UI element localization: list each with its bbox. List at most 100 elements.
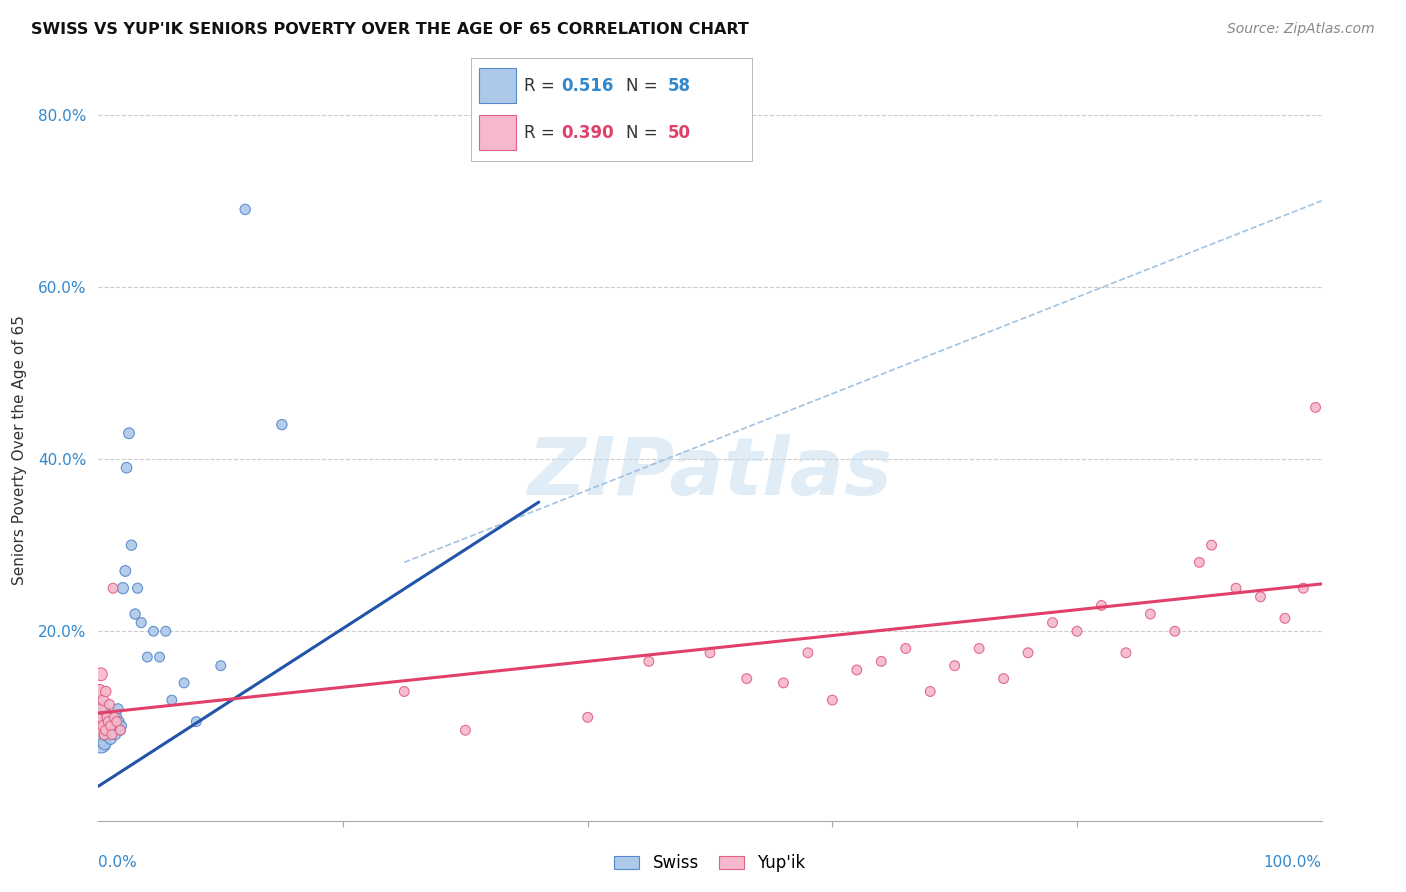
Point <box>101 727 124 741</box>
Point <box>1066 624 1088 639</box>
Point <box>91 719 114 733</box>
Point <box>1249 590 1271 604</box>
Text: 0.390: 0.390 <box>561 124 613 142</box>
Point <box>149 650 172 665</box>
Point <box>96 714 118 729</box>
Point <box>1305 401 1327 415</box>
FancyBboxPatch shape <box>479 115 516 150</box>
Point <box>91 710 114 724</box>
Point <box>110 723 132 738</box>
Point <box>94 684 117 698</box>
Point <box>129 615 152 630</box>
Point <box>115 460 138 475</box>
Point <box>1274 611 1296 625</box>
Point <box>1090 599 1112 613</box>
Point <box>94 710 117 724</box>
Point <box>101 581 124 595</box>
Point <box>90 723 112 738</box>
Point <box>136 650 159 665</box>
Point <box>89 714 111 729</box>
Point <box>93 723 115 738</box>
Point <box>101 723 124 738</box>
Text: SWISS VS YUP'IK SENIORS POVERTY OVER THE AGE OF 65 CORRELATION CHART: SWISS VS YUP'IK SENIORS POVERTY OVER THE… <box>31 22 749 37</box>
Point <box>233 202 256 217</box>
Point <box>699 646 721 660</box>
Text: 0.0%: 0.0% <box>98 855 138 870</box>
Point <box>103 719 125 733</box>
Point <box>454 723 477 738</box>
Point <box>91 710 114 724</box>
Point <box>97 714 120 729</box>
Y-axis label: Seniors Poverty Over the Age of 65: Seniors Poverty Over the Age of 65 <box>13 316 27 585</box>
Point <box>920 684 942 698</box>
Point <box>100 714 122 729</box>
Text: N =: N = <box>626 124 662 142</box>
Point <box>93 714 115 729</box>
Point <box>101 714 124 729</box>
Point <box>111 581 134 595</box>
Point <box>105 714 128 729</box>
Point <box>160 693 183 707</box>
Text: Source: ZipAtlas.com: Source: ZipAtlas.com <box>1227 22 1375 37</box>
Point <box>797 646 820 660</box>
Point <box>142 624 165 639</box>
Point <box>91 719 114 733</box>
Point <box>98 710 121 724</box>
Point <box>91 731 114 746</box>
Point <box>91 731 114 746</box>
Point <box>97 727 120 741</box>
Point <box>91 702 114 716</box>
Point <box>120 538 142 552</box>
Point <box>118 426 141 441</box>
Point <box>1139 607 1161 621</box>
Point <box>101 723 124 738</box>
FancyBboxPatch shape <box>479 69 516 103</box>
Point <box>124 607 146 621</box>
Point <box>111 719 134 733</box>
Text: N =: N = <box>626 77 662 95</box>
Point <box>105 710 128 724</box>
Point <box>91 727 114 741</box>
Text: 58: 58 <box>668 77 690 95</box>
Point <box>1017 646 1039 660</box>
Point <box>98 723 121 738</box>
Text: R =: R = <box>524 77 561 95</box>
Point <box>90 714 112 729</box>
Point <box>96 710 118 724</box>
Point <box>173 676 195 690</box>
Point <box>90 723 112 738</box>
Text: 100.0%: 100.0% <box>1264 855 1322 870</box>
Point <box>894 641 917 656</box>
Point <box>392 684 416 698</box>
Point <box>89 710 111 724</box>
Point <box>93 727 115 741</box>
Point <box>94 723 117 738</box>
Point <box>101 719 124 733</box>
Point <box>845 663 868 677</box>
Point <box>96 723 118 738</box>
Point <box>107 702 129 716</box>
Point <box>91 702 114 716</box>
Point <box>98 698 121 712</box>
Point <box>943 658 966 673</box>
Point <box>97 719 120 733</box>
Point <box>735 672 758 686</box>
Point <box>89 719 111 733</box>
Point <box>93 706 115 720</box>
Point <box>637 654 661 668</box>
Point <box>114 564 136 578</box>
Text: 50: 50 <box>668 124 690 142</box>
Point <box>1164 624 1187 639</box>
Point <box>100 731 122 746</box>
Point <box>91 714 114 729</box>
Point <box>100 719 122 733</box>
Point <box>127 581 149 595</box>
Point <box>90 736 112 750</box>
Point <box>1188 555 1211 569</box>
Point <box>91 693 114 707</box>
Point <box>186 714 208 729</box>
Point <box>821 693 844 707</box>
Point <box>89 727 111 741</box>
Text: ZIPatlas: ZIPatlas <box>527 434 893 512</box>
Point <box>108 714 131 729</box>
